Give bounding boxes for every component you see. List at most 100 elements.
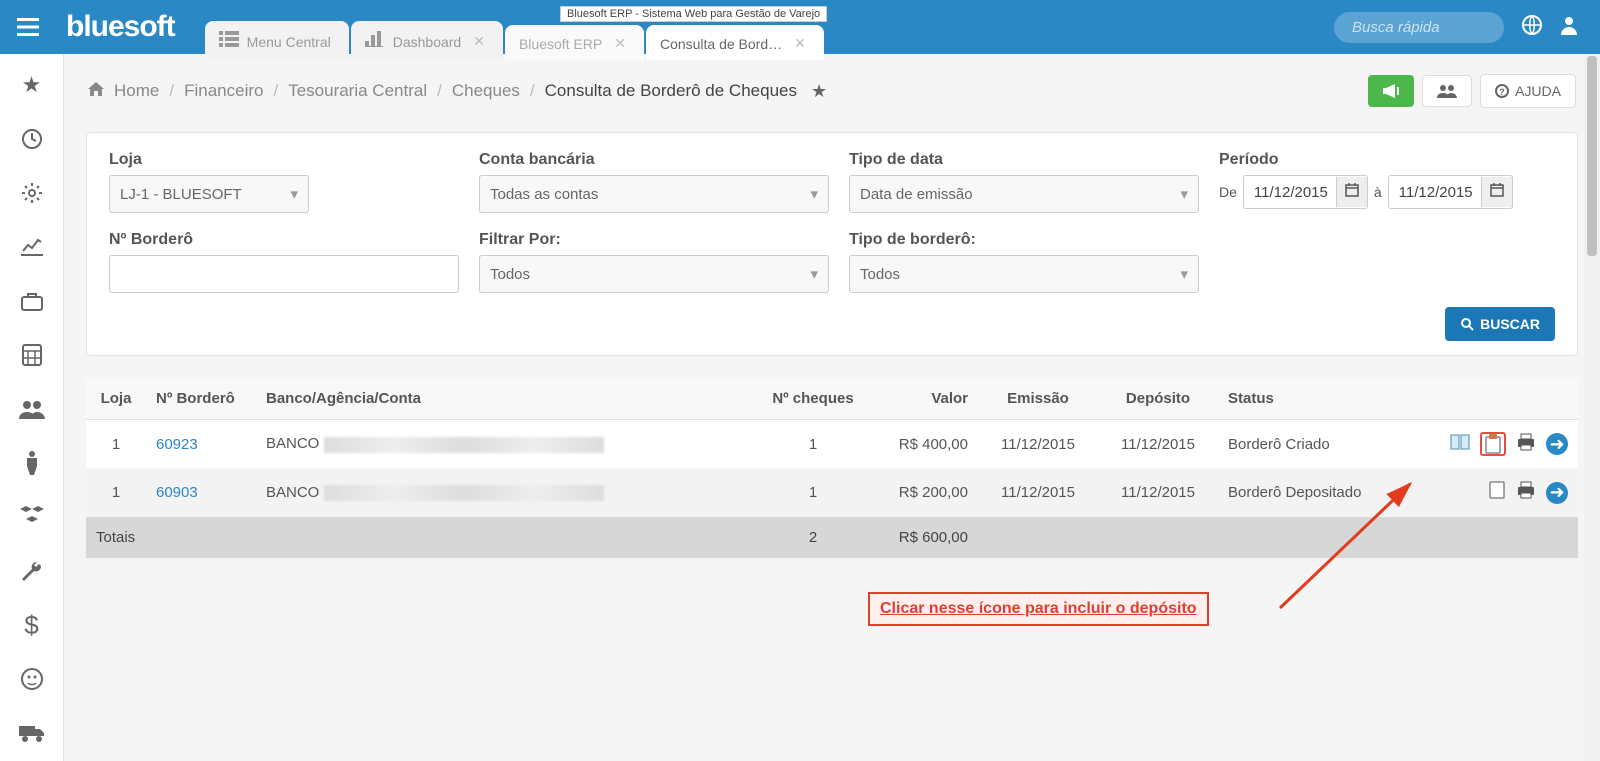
help-button[interactable]: ? AJUDA [1480, 74, 1576, 108]
favorite-star-icon[interactable]: ★ [811, 81, 827, 102]
bar-chart-icon [365, 31, 385, 52]
cell-status: Borderô Depositado [1218, 468, 1408, 517]
include-deposit-icon[interactable] [1480, 432, 1506, 456]
tipo-bordero-label: Tipo de borderô: [849, 231, 1199, 249]
cell-deposito: 11/12/2015 [1098, 468, 1218, 517]
th-deposito: Depósito [1098, 378, 1218, 420]
gear-icon[interactable] [0, 176, 63, 210]
bordero-link[interactable]: 60903 [156, 484, 198, 501]
th-status: Status [1218, 378, 1408, 420]
close-icon[interactable]: ✕ [794, 35, 806, 52]
n-bordero-label: Nº Borderô [109, 231, 459, 249]
hamburger-menu-icon[interactable] [0, 18, 56, 36]
tipo-data-select[interactable]: Data de emissão▾ [849, 175, 1199, 213]
calculator-icon[interactable] [0, 338, 63, 372]
calendar-icon[interactable] [1481, 177, 1512, 207]
users-button[interactable] [1422, 75, 1472, 107]
cell-valor: R$ 400,00 [868, 420, 978, 469]
table-totals-row: Totais2R$ 600,00 [86, 517, 1578, 558]
tipo-data-label: Tipo de data [849, 151, 1199, 169]
periodo-de-label: De [1219, 184, 1237, 200]
breadcrumb-item[interactable]: Financeiro [184, 81, 263, 101]
search-input[interactable]: Busca rápida [1334, 12, 1504, 43]
conta-label: Conta bancária [479, 151, 829, 169]
go-icon[interactable]: ➜ [1546, 482, 1568, 504]
breadcrumb-item[interactable]: Cheques [452, 81, 520, 101]
chevron-down-icon: ▾ [810, 265, 818, 283]
th-n-bordero: Nº Borderô [146, 378, 256, 420]
buscar-label: BUSCAR [1480, 316, 1540, 332]
dollar-icon[interactable]: $ [0, 608, 63, 642]
conta-select[interactable]: Todas as contas▾ [479, 175, 829, 213]
cell-loja: 1 [86, 420, 146, 469]
brand-logo[interactable]: bluesoft [56, 10, 195, 44]
clock-icon[interactable] [0, 122, 63, 156]
users-icon[interactable] [0, 392, 63, 426]
breadcrumb-home[interactable]: Home [114, 81, 159, 101]
breadcrumb-current: Consulta de Borderô de Cheques [545, 81, 797, 101]
star-icon[interactable]: ★ [0, 68, 63, 102]
tab-bluesoft-erp[interactable]: Bluesoft ERP ✕ [505, 25, 644, 60]
totals-cheques: 2 [758, 517, 868, 558]
cell-valor: R$ 200,00 [868, 468, 978, 517]
cell-emissao: 11/12/2015 [978, 468, 1098, 517]
home-icon[interactable] [88, 81, 104, 101]
buscar-button[interactable]: BUSCAR [1445, 307, 1555, 341]
tab-label: Consulta de Bord… [660, 36, 782, 52]
loja-select[interactable]: LJ-1 - BLUESOFT▾ [109, 175, 309, 213]
announce-button[interactable] [1368, 75, 1414, 107]
chevron-down-icon: ▾ [290, 185, 298, 203]
cell-banco: BANCO [256, 420, 758, 469]
go-icon[interactable]: ➜ [1546, 433, 1568, 455]
close-icon[interactable]: ✕ [473, 33, 485, 50]
print-icon[interactable] [1516, 433, 1536, 456]
loja-label: Loja [109, 151, 459, 169]
calendar-icon[interactable] [1336, 177, 1367, 207]
chevron-down-icon: ▾ [810, 185, 818, 203]
tab-menu-central[interactable]: Menu Central [205, 21, 349, 60]
bordero-link[interactable]: 60923 [156, 436, 198, 453]
filtrar-label: Filtrar Por: [479, 231, 829, 249]
truck-icon[interactable] [0, 716, 63, 750]
cell-n-bordero: 60903 [146, 468, 256, 517]
n-bordero-input[interactable] [109, 255, 459, 293]
cell-n-bordero: 60923 [146, 420, 256, 469]
results-table: Loja Nº Borderô Banco/Agência/Conta Nº c… [86, 378, 1578, 558]
document-icon[interactable] [1488, 480, 1506, 505]
tab-label: Menu Central [247, 34, 331, 50]
breadcrumb: Home / Financeiro / Tesouraria Central /… [88, 81, 827, 102]
tab-label: Dashboard [393, 34, 462, 50]
tipo-bordero-select[interactable]: Todos▾ [849, 255, 1199, 293]
annotation-callout: Clicar nesse ícone para incluir o depósi… [868, 592, 1209, 626]
chart-line-icon[interactable] [0, 230, 63, 264]
scrollbar[interactable] [1584, 54, 1600, 761]
th-emissao: Emissão [978, 378, 1098, 420]
filtrar-select[interactable]: Todos▾ [479, 255, 829, 293]
user-icon[interactable] [1560, 15, 1578, 40]
chevron-down-icon: ▾ [1180, 265, 1188, 283]
th-valor: Valor [868, 378, 978, 420]
periodo-a-input[interactable]: 11/12/2015 [1388, 175, 1513, 209]
boxes-icon[interactable] [0, 500, 63, 534]
chevron-down-icon: ▾ [1180, 185, 1188, 203]
periodo-de-input[interactable]: 11/12/2015 [1243, 175, 1368, 209]
briefcase-icon[interactable] [0, 284, 63, 318]
list-icon [219, 31, 239, 52]
table-row: 160903BANCO 1R$ 200,0011/12/201511/12/20… [86, 468, 1578, 517]
print-icon[interactable] [1516, 481, 1536, 504]
tab-label: Bluesoft ERP [519, 36, 602, 52]
tab-dashboard[interactable]: Dashboard ✕ [351, 21, 503, 60]
table-row: 160923BANCO 1R$ 400,0011/12/201511/12/20… [86, 420, 1578, 469]
cell-loja: 1 [86, 468, 146, 517]
tab-consulta-bordero[interactable]: Consulta de Bord… ✕ [646, 25, 824, 60]
main-content: Home / Financeiro / Tesouraria Central /… [64, 54, 1600, 761]
person-icon[interactable] [0, 446, 63, 480]
top-navbar: bluesoft Menu Central Dashboard ✕ Blueso… [0, 0, 1600, 54]
view-icon[interactable] [1450, 433, 1470, 456]
help-label: AJUDA [1515, 83, 1561, 99]
globe-icon[interactable] [1522, 15, 1542, 40]
close-icon[interactable]: ✕ [614, 35, 626, 52]
wrench-icon[interactable] [0, 554, 63, 588]
breadcrumb-item[interactable]: Tesouraria Central [288, 81, 427, 101]
lion-icon[interactable] [0, 662, 63, 696]
